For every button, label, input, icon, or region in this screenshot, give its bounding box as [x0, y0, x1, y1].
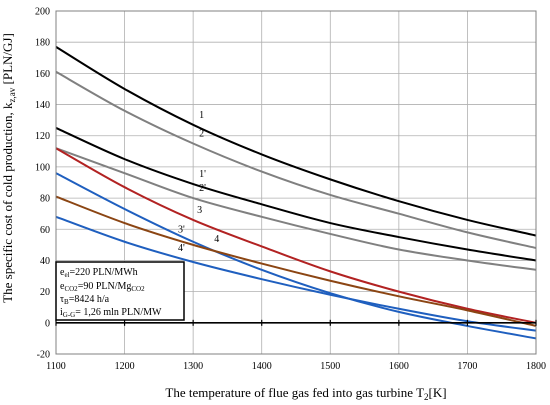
parameters-box: eel=220 PLN/MWh eCO2=90 PLN/MgCO2 τB=842… [55, 261, 185, 321]
y-tick-label: 160 [35, 69, 50, 80]
y-tick-label: 140 [35, 100, 50, 111]
curve-label-3p: 3' [178, 224, 185, 235]
x-tick-label: 1500 [320, 361, 340, 372]
curve-label-4p: 4' [178, 243, 185, 254]
curve-label-3: 3 [197, 205, 202, 216]
y-tick-label: -20 [37, 350, 50, 361]
x-axis-title: The temperature of flue gas fed into gas… [165, 385, 446, 402]
y-tick-label: 200 [35, 7, 50, 18]
y-tick-label: 180 [35, 38, 50, 49]
curve-label-2: 2 [199, 129, 204, 140]
x-tick-label: 1800 [526, 361, 546, 372]
y-tick-label: 80 [40, 194, 50, 205]
x-tick-label: 1700 [457, 361, 477, 372]
series-line-2 [55, 70, 537, 249]
param-investment-cost: iG-G= 1,26 mln PLN/MW [60, 307, 162, 319]
y-tick-label: 100 [35, 162, 50, 173]
param-operating-time: τB=8424 h/a [60, 294, 110, 306]
series-line-1 [55, 46, 537, 237]
curve-label-2p: 2' [199, 183, 206, 194]
curve-labels: 1 2 1' 2' 3 4 3' 4' [178, 110, 219, 254]
series-line-3p [55, 195, 537, 327]
x-tick-label: 1300 [183, 361, 203, 372]
parameters-box-frame [55, 261, 185, 321]
y-axis-title: The specific cost of cold production, kz… [0, 33, 17, 303]
series-line-2p [55, 147, 537, 271]
y-tick-label: 0 [45, 318, 50, 329]
x-tick-label: 1100 [46, 361, 66, 372]
series-group [55, 46, 537, 340]
series-line-3 [55, 147, 537, 324]
x-tick-label: 1400 [252, 361, 272, 372]
y-tick-label: 60 [40, 225, 50, 236]
param-electricity-price: eel=220 PLN/MWh [60, 267, 138, 279]
x-tick-label: 1600 [389, 361, 409, 372]
y-tick-label: 120 [35, 131, 50, 142]
y-tick-label: 40 [40, 256, 50, 267]
series-line-1p [55, 127, 537, 262]
curve-label-1: 1 [199, 110, 204, 121]
curve-label-4: 4 [214, 234, 219, 245]
x-tick-label: 1200 [115, 361, 135, 372]
series-line-4p [55, 215, 537, 332]
series-line-4 [55, 172, 537, 340]
plot-frame [55, 10, 537, 355]
curve-label-1p: 1' [199, 169, 206, 180]
y-tick-label: 20 [40, 287, 50, 298]
param-co2-price: eCO2=90 PLN/MgCO2 [60, 281, 145, 293]
